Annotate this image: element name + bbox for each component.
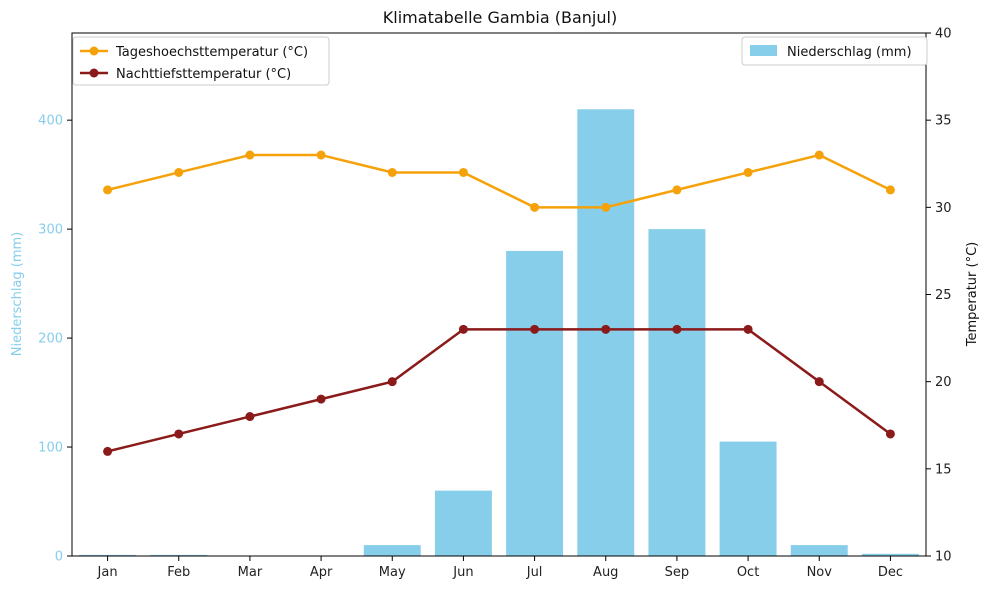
series-0-point-apr	[316, 150, 326, 160]
y-right-tick-label: 10	[935, 550, 952, 565]
x-tick-label: Aug	[593, 565, 618, 580]
y-left-tick-label: 0	[55, 550, 63, 565]
legend-bars-swatch	[750, 45, 777, 56]
series-line-1	[107, 328, 892, 453]
series-1-point-aug	[601, 324, 611, 334]
series-0-point-feb	[174, 167, 184, 177]
y-left-tick-label: 100	[38, 441, 63, 456]
plot-frame	[71, 32, 927, 557]
x-tick-label: Mar	[238, 565, 263, 580]
y-right-tick-label: 35	[935, 114, 952, 129]
x-tick-label: May	[379, 565, 406, 580]
x-tick-label: Apr	[310, 565, 333, 580]
y-right-tick-label: 20	[935, 375, 952, 390]
legend-line-min-marker	[89, 68, 99, 78]
x-tick-label: Sep	[665, 565, 690, 580]
x-tick-label: Oct	[737, 565, 759, 580]
axes-layer: Jan Feb Mar Apr May Jun Jul Aug Sep Oct Nov Dec 0 100…	[38, 27, 951, 581]
series-0-point-jul	[530, 202, 540, 212]
series-1-point-nov	[814, 377, 824, 387]
x-tick-label: Jul	[526, 565, 543, 580]
series-1-point-oct	[743, 324, 753, 334]
series-1-point-jan	[103, 446, 113, 456]
series-1-point-mar	[245, 412, 255, 422]
series-1-point-feb	[174, 429, 184, 439]
y-right-tick-label: 40	[935, 27, 952, 42]
legend-lines: Tageshoechsttemperatur (°C) Nachttiefstt…	[72, 36, 330, 86]
series-0-point-mar	[245, 150, 255, 160]
series-1-point-jun	[458, 324, 468, 334]
bar-dec	[861, 553, 919, 556]
lines-layer	[103, 150, 895, 456]
series-line-0	[107, 153, 891, 209]
bar-oct	[719, 441, 777, 556]
legend-line-max-label: Tageshoechsttemperatur (°C)	[115, 45, 308, 60]
x-tick-label: Feb	[167, 565, 190, 580]
legend-lines-box	[72, 36, 330, 86]
chart-title: Klimatabelle Gambia (Banjul)	[383, 8, 617, 27]
series-1-point-apr	[316, 394, 326, 404]
series-1-point-jul	[530, 324, 540, 334]
y-right-tick-label: 30	[935, 201, 952, 216]
bar-jun	[434, 490, 492, 556]
y-right-tick-label: 25	[935, 288, 952, 303]
series-0-point-dec	[885, 185, 895, 195]
legend-bars-box	[741, 36, 928, 66]
series-0-point-sep	[672, 185, 682, 195]
x-tick-label: Dec	[878, 565, 903, 580]
legend-bars: Niederschlag (mm)	[741, 36, 928, 66]
series-1-point-dec	[885, 429, 895, 439]
bar-jan	[79, 554, 137, 556]
series-0-point-nov	[814, 150, 824, 160]
bar-nov	[790, 545, 848, 556]
y-left-tick-label: 200	[38, 332, 63, 347]
y-left-tick-label: 400	[38, 114, 63, 129]
series-0-point-oct	[743, 167, 753, 177]
x-tick-label: Jan	[97, 565, 118, 580]
x-tick-label: Nov	[807, 565, 833, 580]
series-0-point-may	[387, 167, 397, 177]
series-1-point-may	[387, 377, 397, 387]
bars-layer	[79, 109, 919, 556]
series-1-point-sep	[672, 324, 682, 334]
y-left-axis-label: Niederschlag (mm)	[10, 232, 25, 357]
bar-sep	[648, 229, 706, 556]
x-tick-label: Jun	[452, 565, 473, 580]
bar-jul	[506, 250, 564, 556]
bar-may	[363, 545, 421, 556]
bar-feb	[150, 554, 208, 556]
legend-bars-label: Niederschlag (mm)	[787, 45, 912, 60]
series-0-point-aug	[601, 202, 611, 212]
legend-line-max-marker	[89, 46, 99, 56]
series-0-point-jun	[458, 167, 468, 177]
series-0-point-jan	[103, 185, 113, 195]
legend-line-min-label: Nachttiefsttemperatur (°C)	[116, 67, 291, 82]
y-left-tick-label: 300	[38, 223, 63, 238]
y-right-axis-label: Temperatur (°C)	[965, 242, 980, 348]
y-right-tick-label: 15	[935, 462, 952, 477]
